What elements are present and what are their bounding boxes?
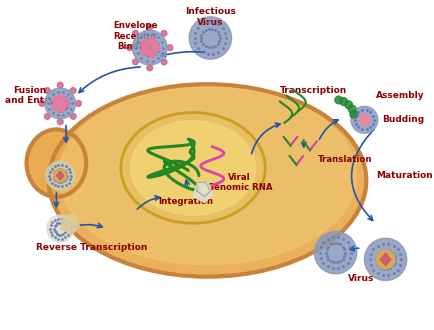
Circle shape (46, 161, 75, 190)
Text: Maturation: Maturation (375, 171, 432, 180)
Circle shape (132, 59, 138, 65)
Polygon shape (193, 183, 212, 203)
Circle shape (45, 88, 76, 119)
Circle shape (44, 114, 50, 119)
Circle shape (62, 100, 69, 107)
Circle shape (151, 44, 159, 51)
Circle shape (70, 114, 76, 119)
Ellipse shape (121, 113, 265, 223)
Circle shape (59, 95, 65, 102)
Circle shape (141, 48, 148, 55)
Circle shape (76, 101, 81, 106)
Circle shape (141, 40, 148, 48)
Circle shape (349, 110, 357, 118)
Polygon shape (56, 171, 64, 180)
Circle shape (147, 65, 152, 71)
Text: Integration: Integration (158, 197, 212, 206)
Circle shape (57, 82, 63, 88)
Circle shape (132, 30, 167, 65)
Ellipse shape (130, 121, 255, 215)
Text: Fusion
and Entry: Fusion and Entry (5, 86, 54, 106)
Circle shape (148, 50, 155, 57)
Circle shape (339, 98, 347, 105)
Circle shape (132, 30, 138, 36)
Circle shape (167, 45, 172, 50)
Circle shape (53, 103, 59, 110)
Text: Translation: Translation (317, 155, 372, 164)
Circle shape (39, 101, 45, 106)
Text: Infectious
Virus: Infectious Virus (184, 7, 235, 26)
Ellipse shape (49, 84, 365, 277)
Text: Reverse Transcription: Reverse Transcription (36, 243, 148, 252)
Circle shape (70, 88, 76, 93)
Circle shape (57, 119, 63, 125)
Text: Envelope
Receptor
Binding: Envelope Receptor Binding (113, 21, 157, 51)
Ellipse shape (26, 129, 86, 197)
Text: Transcription: Transcription (279, 86, 346, 95)
Circle shape (53, 97, 59, 104)
Polygon shape (379, 253, 390, 266)
Circle shape (126, 45, 132, 50)
Polygon shape (60, 215, 79, 234)
Ellipse shape (58, 86, 356, 265)
Circle shape (314, 231, 356, 274)
Circle shape (334, 96, 342, 104)
Circle shape (348, 105, 355, 113)
Circle shape (44, 88, 50, 93)
Text: Virus: Virus (348, 274, 374, 283)
Circle shape (364, 238, 406, 280)
Circle shape (358, 114, 369, 126)
Circle shape (161, 30, 167, 36)
Text: Viral
Genomic RNA: Viral Genomic RNA (206, 173, 271, 192)
Circle shape (47, 215, 73, 242)
Circle shape (54, 169, 66, 182)
Circle shape (59, 105, 65, 112)
Circle shape (189, 17, 231, 59)
Circle shape (148, 38, 155, 46)
Circle shape (161, 59, 167, 65)
Circle shape (344, 101, 352, 109)
Circle shape (375, 250, 394, 269)
Circle shape (147, 24, 152, 30)
Text: Assembly: Assembly (375, 91, 423, 100)
Circle shape (350, 106, 377, 133)
Text: Budding: Budding (381, 115, 423, 124)
